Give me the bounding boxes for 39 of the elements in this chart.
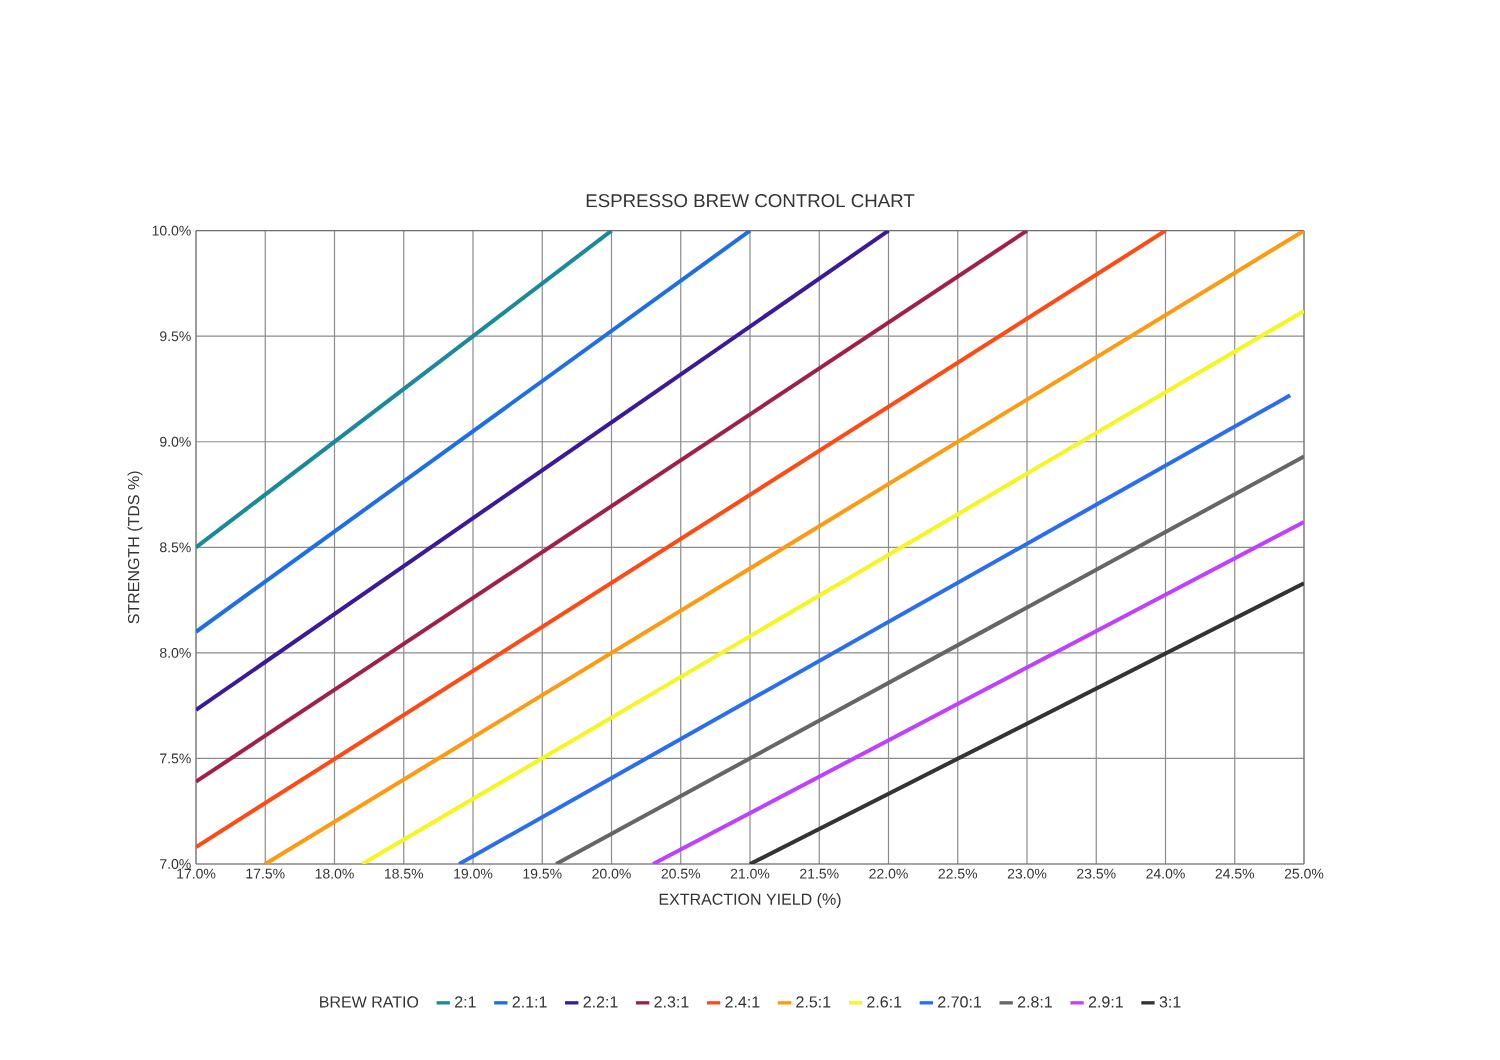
x-axis-title: EXTRACTION YIELD (%) [659, 893, 841, 908]
legend-label: 2.4:1 [725, 996, 760, 1008]
y-tick-label: 9.5% [160, 331, 191, 342]
legend-label: 2.70:1 [938, 996, 982, 1008]
y-tick-label: 9.0% [160, 436, 191, 447]
x-tick-label: 20.5% [661, 868, 701, 879]
x-tick-label: 17.0% [177, 868, 216, 879]
legend-title: BREW RATIO [320, 996, 419, 1008]
legend-label: 3:1 [1159, 996, 1181, 1008]
x-tick-label: 22.5% [938, 868, 978, 879]
y-tick-label: 7.5% [160, 753, 191, 764]
legend-label: 2.1:1 [512, 996, 547, 1008]
x-tick-label: 19.5% [523, 868, 562, 879]
y-tick-label: 7.0% [160, 859, 191, 869]
legend-label: 2.3:1 [654, 996, 689, 1008]
x-tick-label: 23.5% [1077, 868, 1116, 879]
x-tick-label: 21.0% [730, 868, 770, 879]
x-tick-label: 24.0% [1146, 868, 1185, 879]
x-tick-label: 18.0% [315, 868, 354, 879]
x-tick-label: 21.5% [800, 868, 839, 879]
x-tick-label: 22.0% [869, 868, 908, 879]
x-tick-label: 23.0% [1007, 868, 1047, 879]
x-tick-label: 25.0% [1284, 868, 1324, 879]
legend-label: 2.6:1 [867, 996, 902, 1008]
x-tick-label: 19.0% [454, 868, 493, 879]
legend-label: 2.9:1 [1088, 996, 1123, 1008]
y-tick-label: 10.0% [152, 225, 191, 236]
y-axis-title: STRENGTH (TDS %) [127, 471, 143, 624]
x-tick-label: 18.5% [384, 868, 424, 879]
x-tick-label: 20.0% [592, 868, 631, 879]
legend-label: 2:1 [455, 996, 476, 1008]
legend-label: 2.5:1 [796, 996, 831, 1008]
legend-label: 2.8:1 [1017, 996, 1052, 1008]
x-tick-label: 24.5% [1215, 868, 1255, 879]
legend-label: 2.2:1 [583, 996, 618, 1008]
y-tick-label: 8.5% [159, 542, 191, 553]
x-tick-label: 17.5% [246, 868, 285, 879]
y-tick-label: 8.0% [159, 647, 191, 658]
chart-title: ESPRESSO BREW CONTROL CHART [586, 194, 915, 208]
